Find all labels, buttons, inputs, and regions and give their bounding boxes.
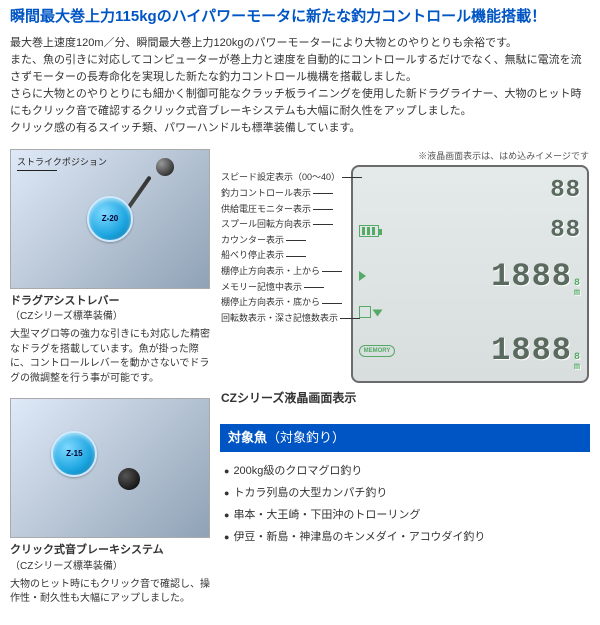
lcd-label: スピード設定表示（00〜40）: [221, 171, 351, 183]
lcd-voltage-value: 88: [550, 213, 581, 249]
left-column: ストライクポジション Z-20 ドラグアシストレバー （CZシリーズ標準装備） …: [10, 149, 210, 619]
target-fish-header: 対象魚（対象釣り）: [220, 424, 590, 452]
photo1-caption: ドラグアシストレバー: [10, 293, 210, 310]
lcd-block: ※液晶画面表示は、はめ込みイメージです スピード設定表示（00〜40） 釣力コン…: [220, 149, 590, 409]
intro-text: 最大巻上速度120m／分、瞬間最大巻上力120kgのパワーモーターにより大物との…: [10, 35, 590, 137]
lcd-label: スプール回転方向表示: [221, 218, 351, 230]
memory-icon: MEMORY: [359, 345, 395, 357]
lcd-label: カウンター表示: [221, 234, 351, 246]
page-headline: 瞬間最大巻上力115kgのハイパワーモータに新たな釣力コントロール機能搭載！: [10, 6, 590, 29]
photo2-sub: （CZシリーズ標準装備）: [10, 559, 210, 574]
brake-button-graphic: [118, 468, 140, 490]
drag-assist-photo: ストライクポジション Z-20: [10, 149, 210, 289]
lcd-label: 供給電圧モニター表示: [221, 203, 351, 215]
lcd-title: CZシリーズ液晶画面表示: [221, 389, 589, 407]
hub-icon: Z-15: [51, 431, 97, 477]
photo1-desc: 大型マグロ等の強力な引きにも対応した精密なドラグを搭載しています。魚が掛った際に…: [10, 328, 210, 386]
lcd-label: 釣力コントロール表示: [221, 187, 351, 199]
stop-icon: [359, 306, 371, 318]
lcd-memory-value: 18888m: [491, 327, 581, 375]
right-column: ※液晶画面表示は、はめ込みイメージです スピード設定表示（00〜40） 釣力コン…: [220, 149, 590, 619]
target-fish-list: 200kg級のクロマグロ釣り トカラ列島の大型カンパチ釣り 串本・大王崎・下田沖…: [220, 460, 590, 548]
hub-icon: Z-20: [87, 196, 133, 242]
arrow-icon: [359, 271, 366, 281]
list-item: 串本・大王崎・下田沖のトローリング: [224, 504, 590, 526]
battery-icon: [359, 225, 379, 237]
lcd-label: 棚停止方向表示・底から: [221, 296, 351, 308]
lcd-label: メモリー記憶中表示: [221, 281, 351, 293]
list-item: トカラ列島の大型カンパチ釣り: [224, 482, 590, 504]
strike-position-callout: ストライクポジション: [17, 156, 107, 170]
click-brake-photo: Z-15: [10, 398, 210, 538]
arrow-down-icon: [373, 310, 383, 317]
lcd-note: ※液晶画面表示は、はめ込みイメージです: [221, 150, 589, 164]
lcd-labels: スピード設定表示（00〜40） 釣力コントロール表示 供給電圧モニター表示 スプ…: [221, 165, 351, 383]
lcd-speed-value: 88: [550, 173, 581, 209]
lcd-label: 棚停止方向表示・上から: [221, 265, 351, 277]
photo1-sub: （CZシリーズ標準装備）: [10, 309, 210, 324]
knob-graphic: [156, 158, 174, 176]
lcd-panel: 88 88 18888m: [351, 165, 589, 383]
lcd-label: 回転数表示・深さ記憶数表示: [221, 312, 351, 324]
list-item: 伊豆・新島・神津島のキンメダイ・アコウダイ釣り: [224, 526, 590, 548]
photo2-caption: クリック式音ブレーキシステム: [10, 542, 210, 559]
lcd-label: 船べり停止表示: [221, 249, 351, 261]
photo2-desc: 大物のヒット時にもクリック音で確認し、操作性・耐久性も大幅にアップしました。: [10, 578, 210, 607]
lcd-counter-value: 18888m: [491, 253, 581, 301]
list-item: 200kg級のクロマグロ釣り: [224, 460, 590, 482]
